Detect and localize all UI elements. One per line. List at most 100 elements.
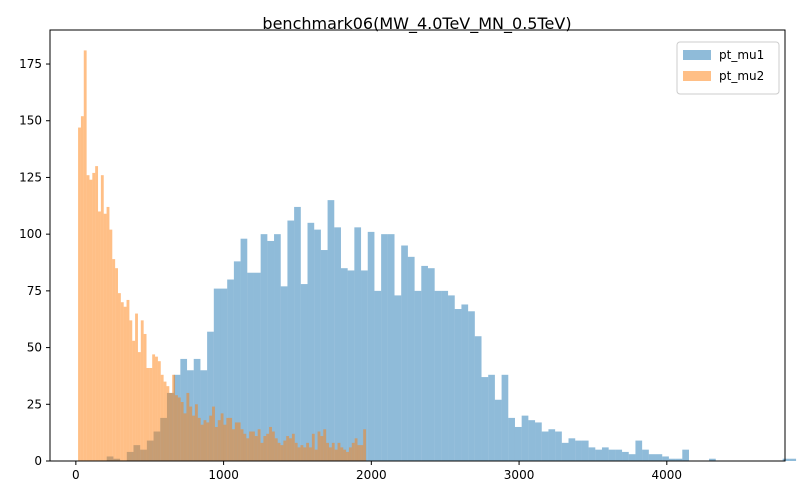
bar-pt_mu2-30 xyxy=(164,382,167,461)
bar-pt_mu1-25 xyxy=(274,234,281,461)
bar-pt_mu2-23 xyxy=(144,334,147,461)
bar-pt_mu2-52 xyxy=(226,418,229,461)
bar-pt_mu2-0 xyxy=(78,128,81,461)
bar-pt_mu2-44 xyxy=(204,420,207,461)
bar-pt_mu2-4 xyxy=(89,180,92,461)
bar-pt_mu2-50 xyxy=(221,413,224,461)
bar-pt_mu2-18 xyxy=(129,320,132,461)
y-tick-label: 125 xyxy=(19,170,42,184)
bar-pt_mu2-41 xyxy=(195,404,198,461)
bar-pt_mu2-43 xyxy=(201,425,204,461)
legend-label-pt_mu2: pt_mu2 xyxy=(719,69,764,83)
bar-pt_mu2-7 xyxy=(98,211,101,461)
bar-pt_mu1-56 xyxy=(482,377,489,461)
bar-pt_mu1-20 xyxy=(241,239,248,461)
bar-pt_mu2-99 xyxy=(360,445,363,461)
bar-pt_mu1-50 xyxy=(441,291,448,461)
bar-pt_mu1-37 xyxy=(354,227,361,461)
bar-pt_mu1-66 xyxy=(548,429,555,461)
bar-pt_mu2-17 xyxy=(127,300,130,461)
bar-pt_mu1-47 xyxy=(421,266,428,461)
bar-pt_mu1-30 xyxy=(308,223,315,461)
bar-pt_mu2-57 xyxy=(241,429,244,461)
bar-pt_mu2-92 xyxy=(340,447,343,461)
bar-pt_mu2-61 xyxy=(252,432,255,461)
bar-pt_mu2-42 xyxy=(198,418,201,461)
bar-pt_mu2-40 xyxy=(192,416,195,461)
bar-pt_mu2-6 xyxy=(95,166,98,461)
bar-pt_mu2-16 xyxy=(124,307,127,461)
legend-swatch-pt_mu2 xyxy=(683,71,711,81)
bar-pt_mu2-72 xyxy=(283,441,286,461)
bar-pt_mu2-75 xyxy=(292,434,295,461)
bar-pt_mu2-33 xyxy=(172,375,175,461)
bar-pt_mu1-42 xyxy=(388,234,395,461)
bar-pt_mu1-86 xyxy=(682,450,689,461)
bar-pt_mu1-81 xyxy=(649,454,656,461)
bar-pt_mu1-79 xyxy=(635,441,642,461)
bar-pt_mu2-11 xyxy=(109,230,112,461)
x-tick-label: 4000 xyxy=(652,468,683,482)
y-tick-label: 150 xyxy=(19,114,42,128)
bar-pt_mu1-35 xyxy=(341,268,348,461)
bar-pt_mu2-21 xyxy=(138,352,141,461)
legend: pt_mu1 pt_mu2 xyxy=(677,42,779,94)
bar-pt_mu2-97 xyxy=(355,438,358,461)
bar-pt_mu2-80 xyxy=(306,443,309,461)
bar-pt_mu2-12 xyxy=(112,259,115,461)
y-tick-label: 175 xyxy=(19,57,42,71)
bar-pt_mu1-60 xyxy=(508,418,515,461)
bar-pt_mu1-77 xyxy=(622,452,629,461)
bar-pt_mu1-63 xyxy=(528,420,535,461)
bar-pt_mu1-102 xyxy=(789,459,796,461)
bar-pt_mu1-76 xyxy=(615,450,622,461)
bar-pt_mu2-67 xyxy=(269,427,272,461)
bar-pt_mu2-48 xyxy=(215,427,218,461)
bar-pt_mu2-51 xyxy=(223,425,226,461)
bar-pt_mu2-56 xyxy=(238,422,241,461)
bar-pt_mu1-52 xyxy=(455,309,462,461)
bar-pt_mu2-59 xyxy=(246,438,249,461)
legend-label-pt_mu1: pt_mu1 xyxy=(719,48,764,62)
bar-pt_mu2-74 xyxy=(289,438,292,461)
bar-pt_mu1-26 xyxy=(281,286,288,461)
y-tick-label: 50 xyxy=(27,341,42,355)
bar-pt_mu2-88 xyxy=(329,447,332,461)
bar-pt_mu1-46 xyxy=(415,291,422,461)
bar-pt_mu2-87 xyxy=(326,443,329,461)
chart-title: benchmark06(MW_4.0TeV_MN_0.5TeV) xyxy=(262,14,571,34)
bar-pt_mu2-76 xyxy=(295,443,298,461)
bar-pt_mu2-55 xyxy=(235,422,238,461)
bar-pt_mu2-53 xyxy=(229,418,232,461)
bar-pt_mu2-5 xyxy=(92,173,95,461)
bar-pt_mu2-25 xyxy=(149,368,152,461)
y-tick-label: 25 xyxy=(27,397,42,411)
bar-pt_mu2-28 xyxy=(158,361,161,461)
x-tick-label: 3000 xyxy=(504,468,535,482)
bar-pt_mu2-82 xyxy=(312,434,315,461)
bar-pt_mu2-36 xyxy=(181,402,184,461)
bar-pt_mu1-70 xyxy=(575,441,582,461)
bar-pt_mu2-63 xyxy=(258,429,261,461)
bar-pt_mu2-100 xyxy=(363,429,366,461)
bar-pt_mu1-65 xyxy=(542,432,549,461)
y-tick-label: 100 xyxy=(19,227,42,241)
bar-pt_mu1-69 xyxy=(569,438,576,461)
bar-pt_mu2-31 xyxy=(166,386,169,461)
bar-pt_mu2-73 xyxy=(286,436,289,461)
bar-pt_mu1-55 xyxy=(475,336,482,461)
bar-pt_mu2-68 xyxy=(272,432,275,461)
bar-pt_mu1-75 xyxy=(609,450,616,461)
bar-pt_mu2-86 xyxy=(323,429,326,461)
bar-pt_mu1-51 xyxy=(448,295,455,461)
bar-pt_mu2-15 xyxy=(121,302,124,461)
bar-pt_mu1-58 xyxy=(495,400,502,461)
bar-pt_mu1-73 xyxy=(595,450,602,461)
bar-pt_mu2-47 xyxy=(212,407,215,461)
bar-pt_mu2-2 xyxy=(84,50,87,461)
bar-pt_mu2-22 xyxy=(141,320,144,461)
bar-pt_mu2-71 xyxy=(281,445,284,461)
legend-swatch-pt_mu1 xyxy=(683,50,711,60)
bar-pt_mu2-98 xyxy=(358,445,361,461)
bar-pt_mu2-29 xyxy=(161,375,164,461)
